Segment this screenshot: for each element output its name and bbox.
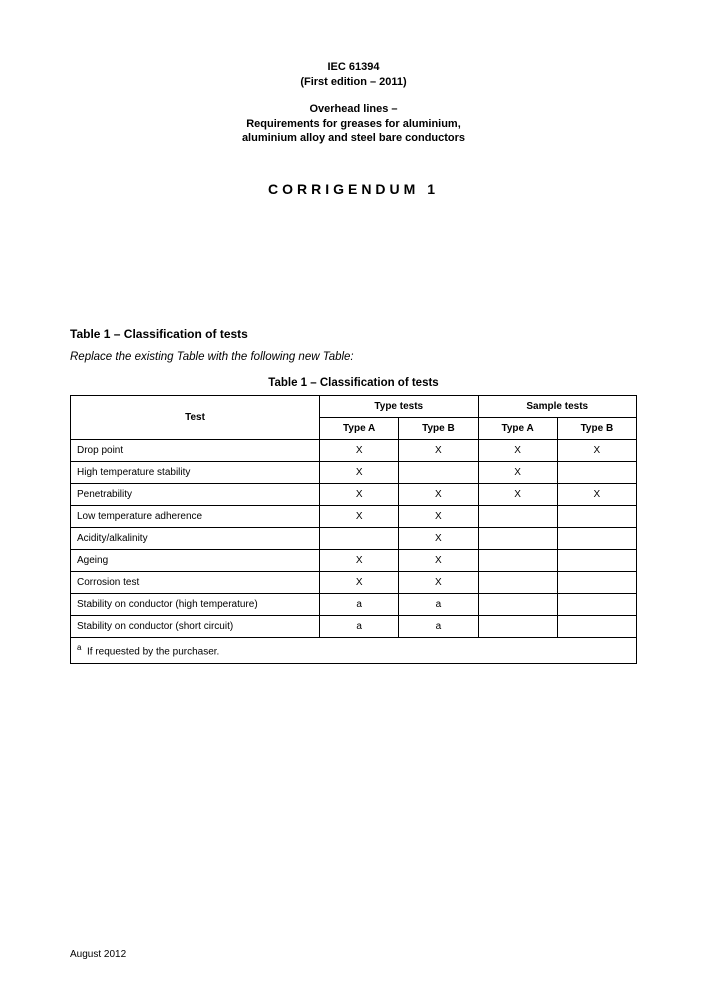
row-label: Stability on conductor (high temperature… — [71, 594, 320, 616]
cell — [557, 462, 636, 484]
cell: X — [320, 550, 399, 572]
cell — [320, 528, 399, 550]
cell: X — [320, 440, 399, 462]
col-header-type-tests: Type tests — [320, 396, 478, 418]
cell — [478, 528, 557, 550]
table-row: Drop point X X X X — [71, 440, 637, 462]
cell: a — [399, 616, 478, 638]
table-body: Drop point X X X X High temperature stab… — [71, 440, 637, 663]
document-subtitle-line3: aluminium alloy and steel bare conductor… — [70, 131, 637, 146]
cell: a — [320, 616, 399, 638]
cell: X — [320, 572, 399, 594]
col-header-type-a-2: Type A — [478, 418, 557, 440]
cell: X — [478, 484, 557, 506]
cell — [399, 462, 478, 484]
row-label: Ageing — [71, 550, 320, 572]
cell — [478, 616, 557, 638]
document-header: IEC 61394 (First edition – 2011) Overhea… — [70, 60, 637, 146]
col-header-type-b-1: Type B — [399, 418, 478, 440]
table-row: Acidity/alkalinity X — [71, 528, 637, 550]
cell: X — [399, 440, 478, 462]
table-caption: Table 1 – Classification of tests — [70, 377, 637, 389]
row-label: Corrosion test — [71, 572, 320, 594]
cell: X — [399, 506, 478, 528]
page: IEC 61394 (First edition – 2011) Overhea… — [0, 0, 707, 1000]
cell — [478, 572, 557, 594]
cell — [478, 506, 557, 528]
document-edition: (First edition – 2011) — [70, 75, 637, 90]
table-row: Penetrability X X X X — [71, 484, 637, 506]
cell: X — [320, 462, 399, 484]
cell: X — [399, 528, 478, 550]
row-label: Stability on conductor (short circuit) — [71, 616, 320, 638]
col-header-test: Test — [71, 396, 320, 440]
table-row: Ageing X X — [71, 550, 637, 572]
cell — [557, 594, 636, 616]
col-header-type-b-2: Type B — [557, 418, 636, 440]
table-footnote: a If requested by the purchaser. — [71, 638, 637, 663]
footnote-text: If requested by the purchaser. — [87, 647, 219, 658]
cell — [557, 616, 636, 638]
cell: X — [399, 484, 478, 506]
table-row: Corrosion test X X — [71, 572, 637, 594]
cell — [557, 528, 636, 550]
cell — [557, 572, 636, 594]
cell: a — [320, 594, 399, 616]
table-row: High temperature stability X X — [71, 462, 637, 484]
cell: a — [399, 594, 478, 616]
section-title: Table 1 – Classification of tests — [70, 327, 637, 341]
row-label: High temperature stability — [71, 462, 320, 484]
row-label: Penetrability — [71, 484, 320, 506]
cell: X — [478, 462, 557, 484]
row-label: Acidity/alkalinity — [71, 528, 320, 550]
table-row: Stability on conductor (high temperature… — [71, 594, 637, 616]
cell — [478, 550, 557, 572]
cell — [478, 594, 557, 616]
document-id: IEC 61394 — [70, 60, 637, 75]
table-row: Low temperature adherence X X — [71, 506, 637, 528]
table-row: Stability on conductor (short circuit) a… — [71, 616, 637, 638]
row-label: Low temperature adherence — [71, 506, 320, 528]
col-header-type-a-1: Type A — [320, 418, 399, 440]
cell: X — [478, 440, 557, 462]
cell: X — [320, 484, 399, 506]
corrigendum-title: CORRIGENDUM 1 — [70, 181, 637, 197]
cell — [557, 550, 636, 572]
cell: X — [399, 550, 478, 572]
document-subtitle-line2: Requirements for greases for aluminium, — [70, 117, 637, 132]
document-subtitle-line1: Overhead lines – — [70, 102, 637, 117]
cell — [557, 506, 636, 528]
cell: X — [557, 440, 636, 462]
replace-instruction: Replace the existing Table with the foll… — [70, 351, 637, 363]
footnote-marker: a — [77, 643, 81, 652]
cell: X — [399, 572, 478, 594]
cell: X — [320, 506, 399, 528]
col-header-sample-tests: Sample tests — [478, 396, 637, 418]
row-label: Drop point — [71, 440, 320, 462]
cell: X — [557, 484, 636, 506]
classification-table: Test Type tests Sample tests Type A Type… — [70, 395, 637, 663]
footer-date: August 2012 — [70, 949, 126, 960]
